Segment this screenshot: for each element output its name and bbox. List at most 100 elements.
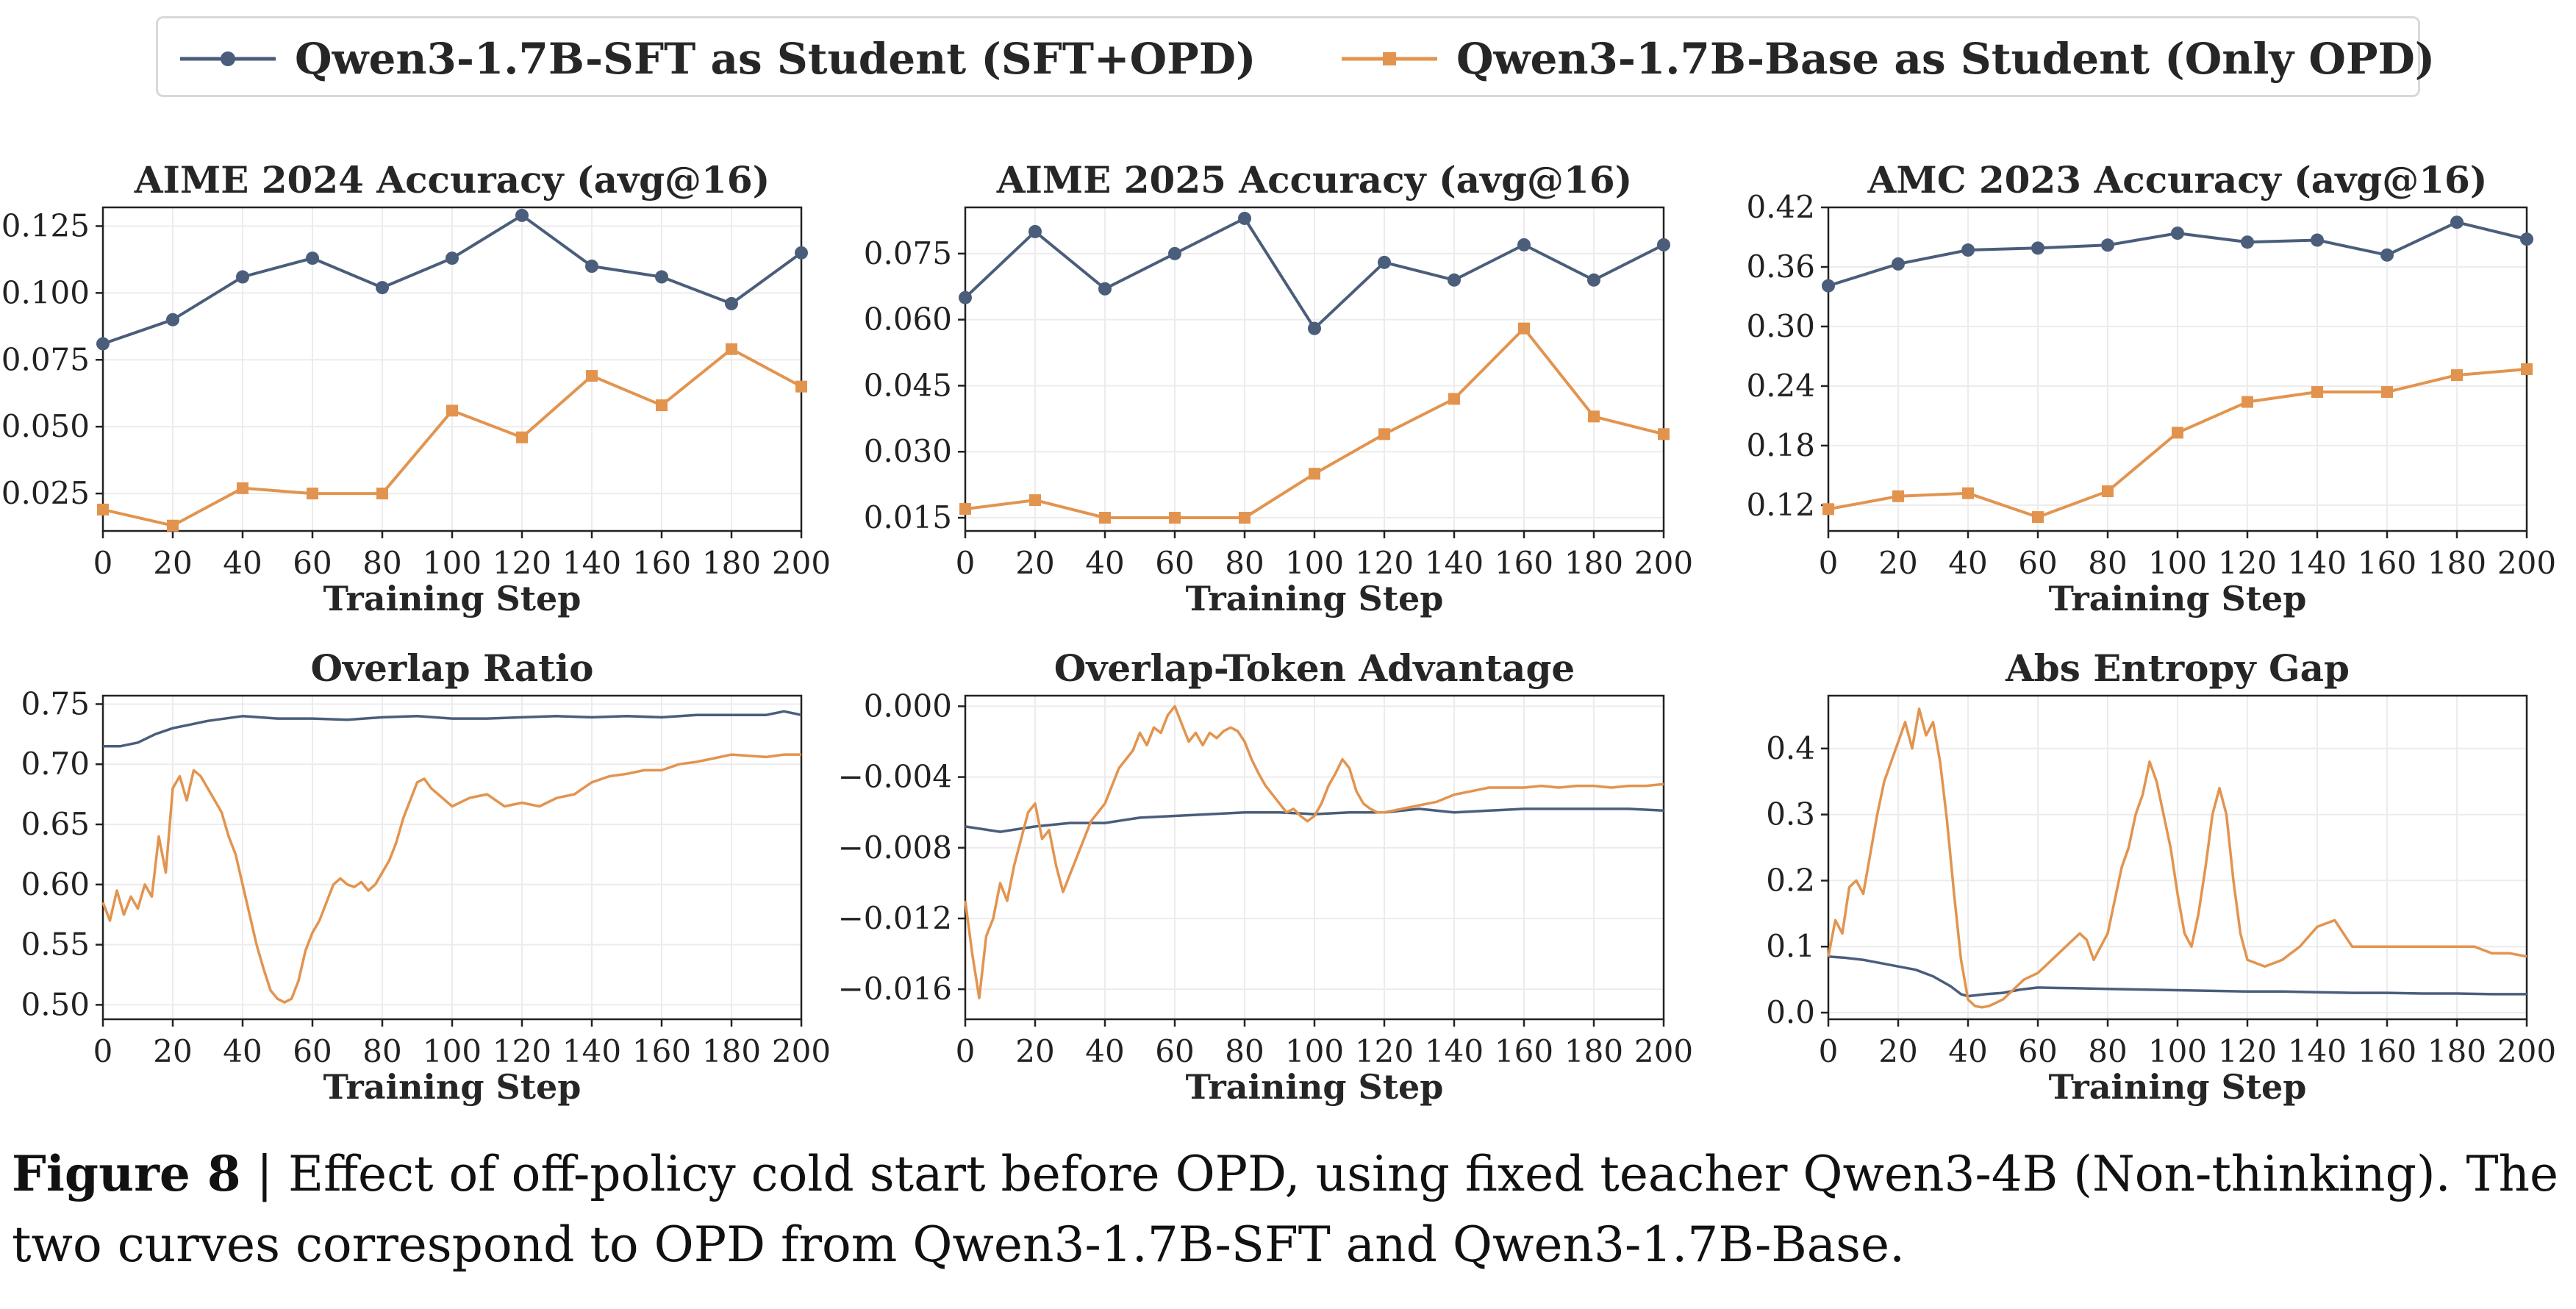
x-tick-label: 180 — [702, 1033, 761, 1069]
x-tick-label: 140 — [562, 545, 621, 581]
y-tick-label: 0.025 — [1, 475, 90, 511]
data-point-base — [656, 399, 668, 412]
x-tick-label: 0 — [93, 545, 113, 581]
series-line-base — [1827, 707, 2527, 1009]
x-tick-label: 40 — [223, 1033, 262, 1069]
caption-label: Figure 8 — [12, 1145, 241, 1202]
x-tick-label: 80 — [362, 545, 401, 581]
x-tick-label: 0 — [956, 1033, 976, 1069]
x-tick-label: 20 — [1878, 545, 1917, 581]
y-tick-label: 0.75 — [21, 685, 90, 721]
x-tick-label: 60 — [293, 545, 332, 581]
legend-base-label: Qwen3-1.7B-Base as Student (Only OPD) — [1456, 34, 2436, 84]
x-tick-label: 40 — [1948, 545, 1987, 581]
data-point-base — [2242, 396, 2253, 408]
data-point-base — [1099, 512, 1111, 524]
caption-text: Effect of off-policy cold start before O… — [12, 1146, 2559, 1273]
x-tick-label: 140 — [2288, 545, 2347, 581]
chart-title: Overlap-Token Advantage — [1054, 646, 1575, 690]
data-point-sft — [725, 296, 738, 310]
x-tick-label: 140 — [1425, 545, 1484, 581]
x-tick-label: 80 — [1225, 545, 1264, 581]
data-point-sft — [376, 281, 389, 295]
x-tick-label: 40 — [1085, 1033, 1124, 1069]
y-tick-label: 0.70 — [21, 746, 90, 782]
y-tick-label: 0.075 — [864, 235, 952, 271]
y-tick-label: 0.100 — [1, 274, 90, 310]
x-tick-label: 200 — [1634, 1033, 1693, 1069]
y-tick-label: 0.36 — [1746, 249, 1815, 285]
data-point-sft — [515, 208, 529, 222]
y-tick-label: 0.4 — [1766, 730, 1815, 766]
data-point-base — [237, 482, 248, 494]
chart-title: AMC 2023 Accuracy (avg@16) — [1867, 158, 2488, 201]
x-tick-label: 0 — [1819, 1033, 1839, 1069]
data-point-base — [1588, 410, 1600, 423]
data-point-sft — [2241, 235, 2254, 249]
data-point-sft — [1892, 257, 1905, 271]
x-tick-label: 60 — [2018, 545, 2057, 581]
y-tick-label: 0.045 — [864, 367, 952, 403]
series-line-base — [101, 753, 801, 1004]
y-tick-label: 0.60 — [21, 866, 90, 902]
data-point-sft — [96, 337, 110, 351]
data-point-base — [446, 404, 458, 417]
x-axis-label: Training Step — [1186, 579, 1444, 618]
data-point-sft — [1961, 243, 1975, 257]
data-point-sft — [2450, 215, 2464, 229]
x-tick-label: 160 — [632, 1033, 691, 1069]
data-point-sft — [1098, 282, 1112, 296]
y-tick-label: 0.18 — [1746, 427, 1815, 463]
x-tick-label: 140 — [562, 1033, 621, 1069]
data-point-base — [2172, 427, 2183, 439]
legend-sft-label: Qwen3-1.7B-SFT as Student (SFT+OPD) — [295, 34, 1256, 84]
legend-sft-line-icon — [180, 51, 276, 66]
data-point-sft — [1028, 224, 1042, 238]
y-tick-label: 0.24 — [1746, 368, 1815, 404]
x-tick-label: 120 — [493, 1033, 551, 1069]
x-tick-label: 0 — [956, 545, 976, 581]
legend-base-line-icon — [1342, 52, 1437, 65]
data-point-sft — [1517, 238, 1531, 252]
y-tick-label: 0.1 — [1766, 928, 1815, 964]
x-tick-label: 160 — [632, 545, 691, 581]
y-tick-label: 0.060 — [864, 302, 952, 338]
x-tick-label: 200 — [2497, 545, 2556, 581]
x-tick-label: 60 — [1155, 545, 1194, 581]
data-point-base — [1029, 494, 1041, 507]
y-tick-label: 0.12 — [1746, 487, 1815, 523]
y-tick-label: 0.50 — [21, 986, 90, 1022]
x-tick-label: 180 — [1564, 545, 1623, 581]
data-point-base — [97, 503, 109, 516]
x-tick-label: 60 — [293, 1033, 332, 1069]
x-tick-label: 100 — [2148, 1033, 2207, 1069]
x-tick-label: 200 — [2497, 1033, 2556, 1069]
x-tick-label: 160 — [1495, 545, 1553, 581]
figure-caption: Figure 8 | Effect of off-policy cold sta… — [12, 1138, 2570, 1280]
x-tick-label: 120 — [2218, 1033, 2277, 1069]
y-tick-label: 0.42 — [1746, 189, 1815, 225]
data-point-sft — [1657, 238, 1670, 252]
data-point-sft — [1378, 255, 1391, 269]
x-tick-label: 180 — [702, 545, 761, 581]
data-point-base — [2381, 386, 2393, 399]
x-axis-label: Training Step — [1186, 1067, 1444, 1107]
y-tick-label: 0.125 — [1, 207, 90, 243]
caption-separator: | — [240, 1146, 288, 1202]
chart-amc2023: 0 20 40 60 80 100 120 140 160 180 200 0.12 0.18 0.24 0… — [1746, 158, 2556, 618]
legend-entry-base: Qwen3-1.7B-Base as Student (Only OPD) — [1342, 18, 2435, 99]
data-point-base — [1658, 428, 1670, 441]
data-point-sft — [2520, 232, 2533, 246]
data-point-base — [959, 503, 971, 516]
data-point-base — [1239, 512, 1251, 524]
x-axis-label: Training Step — [2049, 579, 2307, 618]
data-point-base — [1169, 512, 1181, 524]
data-point-sft — [446, 252, 459, 265]
series-line-base — [964, 705, 1664, 999]
data-point-base — [586, 370, 598, 382]
x-tick-label: 60 — [1155, 1033, 1194, 1069]
x-tick-label: 120 — [1355, 545, 1414, 581]
x-tick-label: 80 — [362, 1033, 401, 1069]
data-point-base — [167, 519, 179, 532]
x-tick-label: 20 — [153, 545, 192, 581]
